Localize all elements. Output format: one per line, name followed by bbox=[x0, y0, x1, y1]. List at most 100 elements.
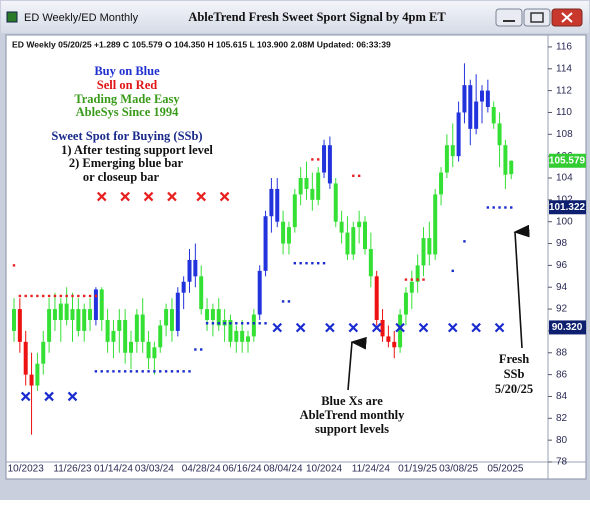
price-bar bbox=[480, 85, 484, 124]
red-x bbox=[96, 191, 107, 202]
price-bar bbox=[76, 298, 81, 337]
price-bar bbox=[205, 298, 210, 331]
y-tick-label: 84 bbox=[556, 391, 568, 402]
price-bar bbox=[403, 287, 408, 326]
price-bar bbox=[310, 172, 315, 211]
title-bar bbox=[1, 1, 589, 33]
x-tick-label: 01/19/25 bbox=[398, 464, 437, 475]
red-dot bbox=[42, 294, 45, 298]
red-x bbox=[143, 191, 154, 202]
price-bar bbox=[251, 309, 256, 342]
body bbox=[380, 320, 385, 337]
blue-dot bbox=[317, 262, 320, 265]
red-dot bbox=[65, 294, 68, 298]
body bbox=[23, 341, 28, 375]
price-bar bbox=[117, 309, 122, 353]
maximize-button[interactable] bbox=[523, 8, 551, 27]
blue-dot bbox=[182, 370, 185, 373]
price-bar bbox=[450, 123, 455, 168]
blue-dot bbox=[322, 262, 326, 265]
annotation: support levels bbox=[315, 422, 389, 436]
body bbox=[35, 363, 40, 386]
red-dot bbox=[311, 158, 314, 161]
red-dot bbox=[12, 264, 16, 267]
price-bar bbox=[175, 287, 180, 337]
price-bar bbox=[386, 325, 391, 348]
y-tick-label: 108 bbox=[556, 129, 573, 140]
price-bar bbox=[234, 325, 239, 353]
body bbox=[363, 221, 367, 249]
blue-dot bbox=[118, 370, 121, 373]
body bbox=[99, 289, 104, 320]
red-x bbox=[167, 191, 177, 202]
body bbox=[146, 341, 151, 359]
body bbox=[433, 194, 438, 255]
body bbox=[70, 309, 75, 320]
arrow bbox=[347, 336, 367, 391]
price-bar bbox=[228, 314, 233, 348]
body bbox=[304, 178, 309, 189]
body bbox=[140, 314, 145, 342]
annotation: or closeup bar bbox=[83, 170, 160, 184]
arrow bbox=[513, 224, 530, 349]
price-bar bbox=[129, 330, 133, 370]
body bbox=[105, 320, 110, 342]
x-tick-label: 08/04/24 bbox=[264, 464, 303, 475]
body bbox=[281, 221, 286, 244]
annotation: Buy on Blue bbox=[94, 64, 160, 78]
body bbox=[322, 145, 327, 173]
price-bar bbox=[29, 352, 34, 435]
blue-dot bbox=[510, 206, 513, 209]
price-bar bbox=[158, 320, 163, 353]
body bbox=[339, 221, 344, 233]
body bbox=[152, 347, 157, 359]
body bbox=[409, 281, 414, 293]
price-bar bbox=[468, 79, 473, 146]
body bbox=[205, 309, 210, 320]
tabs[interactable]: ED Weekly/ED Monthly bbox=[24, 12, 139, 24]
blue-dot bbox=[106, 370, 109, 373]
price-bar bbox=[64, 287, 69, 326]
body bbox=[427, 238, 432, 255]
body bbox=[292, 194, 297, 228]
body bbox=[462, 85, 467, 113]
red-dot bbox=[317, 158, 320, 161]
price-bar bbox=[105, 309, 110, 353]
x-tick-label: 10/2023 bbox=[8, 464, 45, 475]
close-icon bbox=[561, 12, 573, 23]
price-bar bbox=[269, 178, 274, 233]
body bbox=[158, 325, 163, 348]
red-dot bbox=[36, 294, 39, 298]
blue-dot bbox=[147, 370, 150, 373]
body bbox=[386, 336, 391, 342]
annotation: 5/20/25 bbox=[495, 382, 533, 396]
minimize-button[interactable] bbox=[495, 8, 523, 27]
y-tick-label: 94 bbox=[556, 282, 568, 293]
body bbox=[509, 160, 514, 175]
blue-dot bbox=[205, 322, 209, 325]
y-tick-label: 78 bbox=[556, 457, 568, 468]
price-bar bbox=[140, 298, 145, 353]
body bbox=[257, 270, 262, 315]
y-tick-label: 116 bbox=[556, 42, 572, 53]
blue-dot bbox=[287, 300, 291, 303]
price-bar bbox=[82, 303, 87, 342]
body bbox=[228, 320, 233, 342]
body bbox=[17, 309, 22, 342]
price-bar bbox=[503, 139, 508, 189]
blue-x bbox=[395, 322, 405, 333]
price-bar bbox=[52, 292, 57, 331]
price-bar bbox=[99, 287, 104, 331]
red-dot bbox=[71, 294, 74, 298]
annotations: Buy on Blue Sell on Red Trading Made Eas… bbox=[51, 64, 533, 436]
price-bar bbox=[169, 298, 174, 342]
price-bar bbox=[491, 101, 496, 129]
price-bar bbox=[210, 303, 215, 337]
body bbox=[298, 178, 303, 195]
blue-dot bbox=[94, 370, 98, 373]
price-bar bbox=[380, 309, 385, 342]
price-bar bbox=[339, 210, 344, 244]
red-x bbox=[196, 191, 206, 202]
body bbox=[111, 330, 116, 342]
